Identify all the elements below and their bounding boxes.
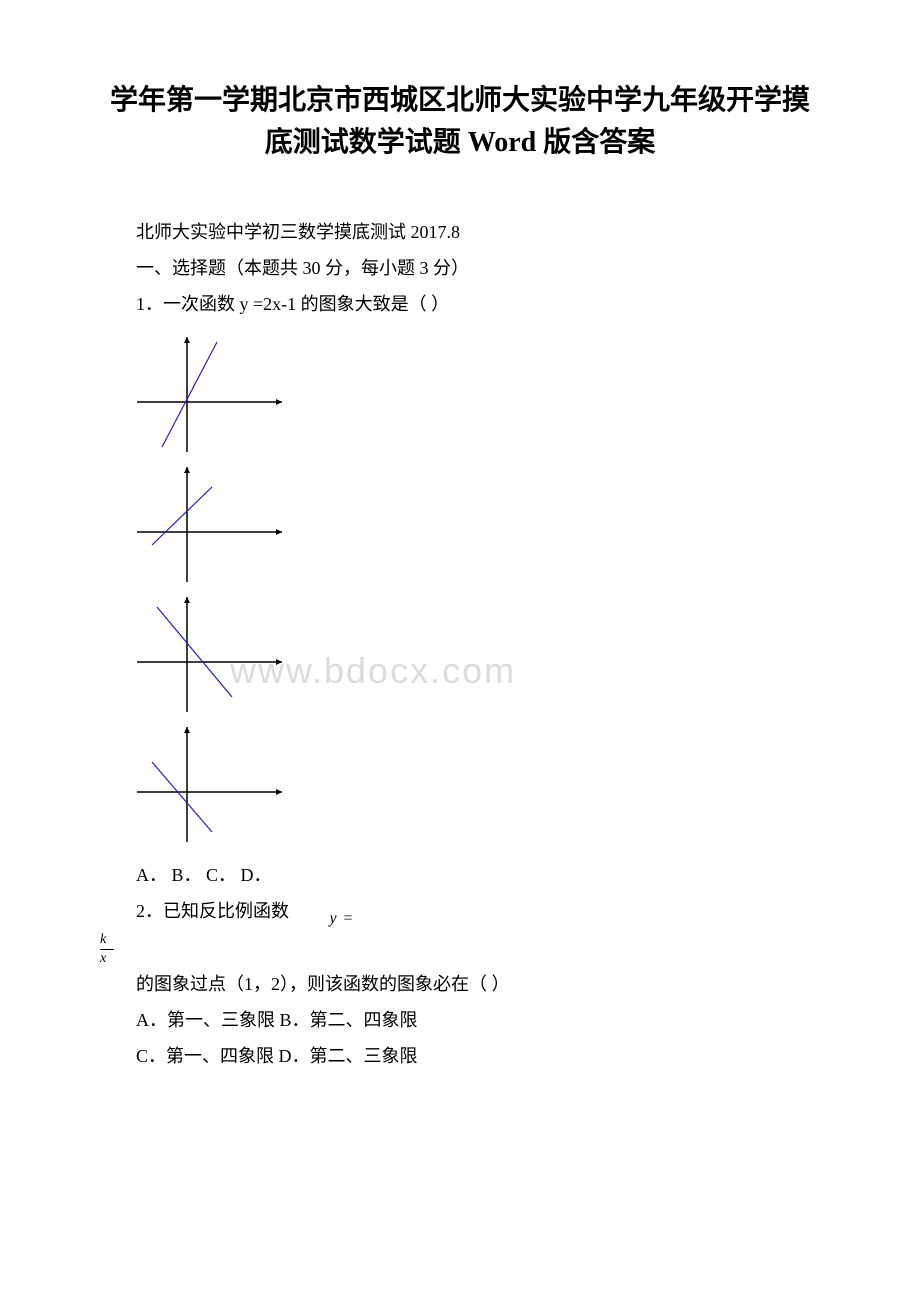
question-2-line2: 的图象过点（1，2），则该函数的图象必在（ ）: [100, 966, 820, 1002]
graph-option-d: [132, 717, 292, 847]
question-2-options-ab: A．第一、三象限 B．第二、四象限: [100, 1002, 820, 1038]
question-2-prefix: 2．已知反比例函数: [136, 901, 289, 921]
formula-eq: =: [308, 903, 353, 935]
graph-option-a: [132, 327, 292, 457]
formula-denominator: x: [100, 952, 820, 966]
document-title: 学年第一学期北京市西城区北师大实验中学九年级开学摸底测试数学试题 Word 版含…: [100, 80, 820, 164]
document-content: 学年第一学期北京市西城区北师大实验中学九年级开学摸底测试数学试题 Word 版含…: [100, 80, 820, 1074]
test-header: 北师大实验中学初三数学摸底测试 2017.8: [100, 214, 820, 250]
formula-numerator: k: [100, 933, 820, 947]
question-1-graphs: [132, 327, 820, 847]
formula-y-k-over-x: y =: [294, 893, 344, 933]
question-2-options-cd: C．第一、四象限 D．第二、三象限: [100, 1038, 820, 1074]
question-1-text: 1．一次函数 y =2x-1 的图象大致是（ ）: [100, 286, 820, 322]
section-header: 一、选择题（本题共 30 分，每小题 3 分）: [100, 250, 820, 286]
question-2-line1: 2．已知反比例函数 y =: [100, 893, 820, 933]
question-1-options: A． B． C． D．: [136, 857, 820, 893]
graph-option-c: [132, 587, 292, 717]
formula-line: [100, 949, 114, 950]
graph-option-b: [132, 457, 292, 587]
